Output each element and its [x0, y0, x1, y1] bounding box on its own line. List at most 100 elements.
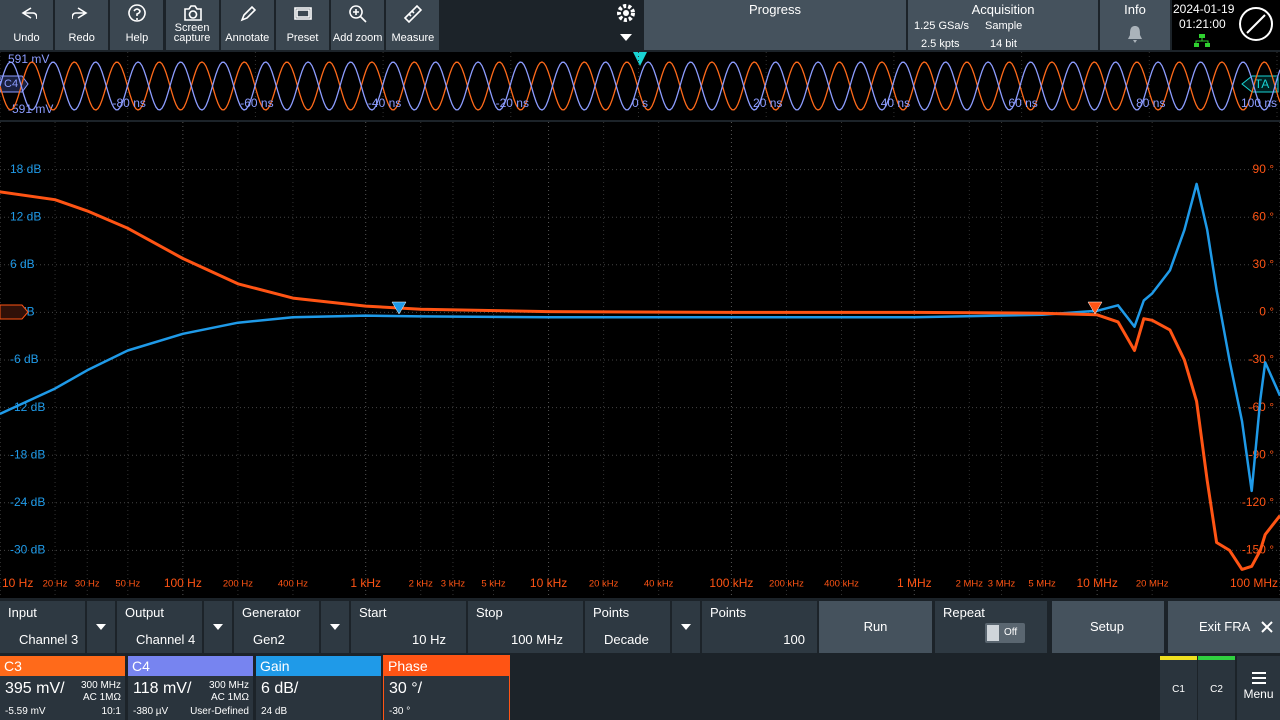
- overview-trigger: TA: [1255, 77, 1269, 91]
- channel-tile[interactable]: C3 395 mV/ 300 MHz AC 1MΩ -5.59 mV 10:1: [0, 656, 125, 720]
- settings-icon[interactable]: [612, 0, 642, 50]
- y2-tick-label: -90 °: [1249, 447, 1275, 461]
- control-field[interactable]: Points 100: [702, 601, 817, 653]
- toolbar-button[interactable]: Measure: [386, 0, 440, 50]
- toolbar-label: Screen capture: [173, 22, 211, 44]
- repeat-state: Off: [1004, 627, 1018, 638]
- exit-label: Exit FRA: [1199, 619, 1251, 634]
- menu-label: Menu: [1243, 687, 1274, 701]
- close-icon: [1261, 621, 1273, 633]
- control-field[interactable]: Points Decade: [585, 601, 700, 653]
- run-button[interactable]: Run: [819, 601, 932, 653]
- toolbar-icon: [128, 4, 147, 22]
- y-tick-label: 6 dB: [10, 257, 35, 271]
- info-title: Info: [1124, 2, 1146, 17]
- clock-panel: 2024-01-19 01:21:00: [1172, 0, 1280, 50]
- dropdown-arrow: [330, 624, 340, 630]
- x-tick-label: 20 kHz: [589, 579, 619, 590]
- y2-tick-label: -120 °: [1242, 495, 1274, 509]
- icon-shape: [349, 5, 367, 23]
- coupling: AC 1MΩ: [210, 692, 249, 703]
- scale: 6 dB/: [261, 680, 299, 697]
- offset: 24 dB: [261, 706, 288, 717]
- icon-shape: [240, 5, 256, 22]
- acquisition-panel[interactable]: Acquisition 1.25 GSa/s Sample 2.5 kpts 1…: [908, 0, 1098, 50]
- repeat-toggle[interactable]: Off: [985, 623, 1025, 643]
- y2-tick-label: 0 °: [1259, 305, 1274, 319]
- overview-strip: 591 mV -591 mV C4 TA -80 ns -60 ns -40 ns -…: [0, 52, 1280, 120]
- x-tick-label: 2 kHz: [409, 579, 434, 590]
- control-value: Channel 3: [19, 632, 79, 647]
- control-field[interactable]: Input Channel 3: [0, 601, 115, 653]
- series-line: [0, 190, 1280, 571]
- arrow-shape: [213, 624, 223, 630]
- icon-shape: [183, 5, 202, 21]
- probe: User-Defined: [190, 706, 249, 717]
- overview-time-label: 0 s: [632, 96, 648, 110]
- dropdown-arrow: [681, 624, 691, 630]
- y-tick-label: -24 dB: [10, 495, 45, 509]
- menu-button[interactable]: Menu: [1237, 656, 1280, 720]
- overview-top-label: 591 mV: [8, 52, 49, 66]
- arrow-shape: [330, 624, 340, 630]
- toggle-knob: [987, 625, 999, 641]
- repeat-control[interactable]: Repeat Off: [935, 601, 1047, 653]
- toolbar-label: Undo: [13, 32, 40, 44]
- arrow-shape: [681, 624, 691, 630]
- control-field[interactable]: Output Channel 4: [117, 601, 232, 653]
- toolbar-button[interactable]: Preset: [276, 0, 329, 50]
- x-tick-label: 20 Hz: [43, 579, 68, 590]
- repeat-label: Repeat: [943, 605, 985, 620]
- toolbar-button[interactable]: Screen capture: [165, 0, 219, 50]
- overview-time-label: 100 ns: [1241, 96, 1277, 110]
- toolbar-button[interactable]: Redo: [55, 0, 109, 50]
- toolbar-button[interactable]: Help: [110, 0, 164, 50]
- x-tick-label: 400 kHz: [824, 579, 859, 590]
- tile-header: Gain: [256, 656, 381, 676]
- toolbar-label: Preset: [286, 32, 319, 44]
- channel-tile[interactable]: C4 118 mV/ 300 MHz AC 1MΩ -380 µV User-D…: [128, 656, 253, 720]
- y2-tick-label: 30 °: [1253, 257, 1275, 271]
- c1-button[interactable]: C1: [1160, 656, 1197, 720]
- gain-tile[interactable]: Gain 6 dB/ 24 dB: [256, 656, 381, 720]
- c2-button[interactable]: C2: [1198, 656, 1235, 720]
- control-value: 100: [783, 632, 805, 647]
- toolbar-icon: [72, 7, 88, 20]
- scale: 30 °/: [389, 680, 423, 697]
- progress-panel: Progress: [644, 0, 906, 50]
- scale: 118 mV/: [133, 680, 192, 697]
- toolbar-icon: [240, 5, 256, 22]
- setup-button[interactable]: Setup: [1052, 601, 1164, 653]
- y-tick-label: -30 dB: [10, 543, 45, 557]
- x-tick-label: 200 kHz: [769, 579, 804, 590]
- series-line: [0, 182, 1280, 493]
- control-field[interactable]: Start 10 Hz: [351, 601, 466, 653]
- overview-time-label: -40 ns: [368, 96, 401, 110]
- overview-time-label: -80 ns: [113, 96, 146, 110]
- control-value: 10 Hz: [412, 632, 446, 647]
- toolbar-button[interactable]: Undo: [0, 0, 53, 50]
- probe: 10:1: [101, 706, 121, 717]
- bandwidth: 300 MHz: [80, 680, 121, 691]
- tile-header: C3: [0, 656, 125, 676]
- toolbar-label: Redo: [68, 32, 95, 44]
- y-tick-label: -12 dB: [10, 400, 45, 414]
- overview-time-label: 40 ns: [881, 96, 910, 110]
- control-field[interactable]: Generator Gen2: [234, 601, 349, 653]
- overview-time-label: -60 ns: [240, 96, 273, 110]
- phase-tile[interactable]: Phase 30 °/ -30 °: [383, 655, 510, 720]
- info-panel[interactable]: Info: [1100, 0, 1170, 50]
- exit-button[interactable]: Exit FRA: [1168, 601, 1280, 653]
- x-tick-label: 400 Hz: [278, 579, 308, 590]
- toolbar-icon: [183, 5, 202, 21]
- setup-label: Setup: [1090, 619, 1124, 634]
- toolbar-button[interactable]: Add zoom: [331, 0, 385, 50]
- x-tick-label: 10 kHz: [530, 576, 567, 590]
- date: 2024-01-19: [1173, 2, 1235, 16]
- control-field[interactable]: Stop 100 MHz: [468, 601, 583, 653]
- y2-tick-label: 90 °: [1253, 162, 1275, 176]
- toolbar-button[interactable]: Annotate: [220, 0, 274, 50]
- x-tick-label: 3 kHz: [441, 579, 466, 590]
- control-value: 100 MHz: [510, 632, 563, 647]
- position-tag: [0, 304, 29, 320]
